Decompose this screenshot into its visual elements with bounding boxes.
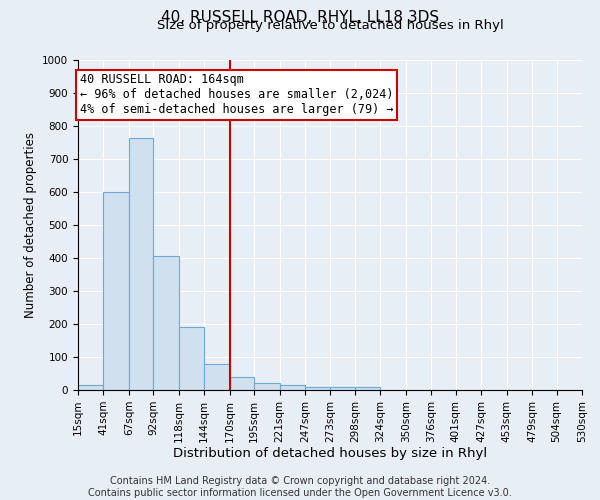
Bar <box>129 138 154 390</box>
Title: Size of property relative to detached houses in Rhyl: Size of property relative to detached ho… <box>157 20 503 32</box>
Bar <box>331 386 355 390</box>
Bar <box>78 385 103 390</box>
Text: 40 RUSSELL ROAD: 164sqm
← 96% of detached houses are smaller (2,024)
4% of semi-: 40 RUSSELL ROAD: 164sqm ← 96% of detache… <box>80 73 394 116</box>
Bar <box>179 328 204 390</box>
Text: Contains HM Land Registry data © Crown copyright and database right 2024.
Contai: Contains HM Land Registry data © Crown c… <box>88 476 512 498</box>
Text: 40, RUSSELL ROAD, RHYL, LL18 3DS: 40, RUSSELL ROAD, RHYL, LL18 3DS <box>161 10 439 25</box>
X-axis label: Distribution of detached houses by size in Rhyl: Distribution of detached houses by size … <box>173 448 487 460</box>
Y-axis label: Number of detached properties: Number of detached properties <box>23 132 37 318</box>
Bar <box>305 386 331 390</box>
Bar <box>254 384 280 390</box>
Bar <box>230 377 254 390</box>
Bar <box>103 192 129 390</box>
Bar <box>355 386 380 390</box>
Bar <box>204 364 230 390</box>
Bar <box>280 385 305 390</box>
Bar <box>154 256 179 390</box>
